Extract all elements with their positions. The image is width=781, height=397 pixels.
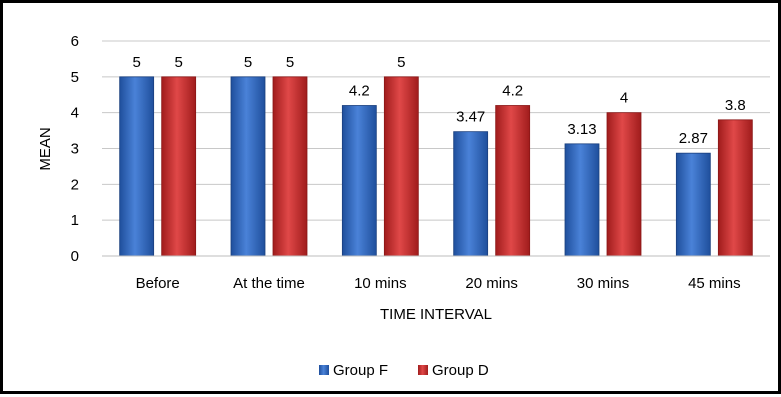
data-label-group-d: 5 [397, 54, 405, 71]
bar-chart: 0 1 2 3 4 5 6 5 5 5 5 4.2 5 3.47 4.2 3.13 4 2.87 3.8 Befo… [37, 33, 770, 379]
gridlines [102, 40, 770, 221]
data-label-group-f: 4.2 [349, 83, 370, 100]
y-axis-title: MEAN [37, 127, 54, 170]
data-label-group-d: 4.2 [502, 83, 523, 100]
bar-group-f [119, 76, 155, 257]
y-tick-label: 4 [71, 105, 79, 122]
data-labels: 5 5 5 5 4.2 5 3.47 4.2 3.13 4 2.87 3.8 [132, 54, 745, 147]
legend-label-group-d: Group D [432, 362, 489, 379]
bar-group-f [230, 76, 266, 257]
x-axis-categories: Before At the time 10 mins 20 mins 30 mins 45… [136, 275, 741, 292]
bar-group-d [717, 119, 753, 257]
x-axis-title: TIME INTERVAL [380, 306, 492, 323]
x-category-label: 10 mins [354, 275, 407, 292]
data-label-group-f: 3.13 [567, 121, 596, 138]
y-axis-ticks: 0 1 2 3 4 5 6 [71, 33, 79, 265]
legend-swatch-group-d [418, 365, 428, 375]
data-label-group-d: 5 [286, 54, 294, 71]
bar-group-d [272, 76, 308, 257]
x-category-label: At the time [233, 275, 305, 292]
y-tick-label: 1 [71, 212, 79, 229]
data-label-group-d: 4 [620, 90, 628, 107]
x-category-label: 30 mins [577, 275, 630, 292]
y-tick-label: 6 [71, 33, 79, 50]
legend: Group F Group D [319, 362, 489, 379]
bar-group-f [453, 131, 489, 257]
x-category-label: 45 mins [688, 275, 741, 292]
y-tick-label: 5 [71, 69, 79, 86]
x-category-label: 20 mins [465, 275, 518, 292]
data-label-group-f: 2.87 [679, 130, 708, 147]
y-tick-label: 2 [71, 176, 79, 193]
x-category-label: Before [136, 275, 180, 292]
data-label-group-d: 5 [174, 54, 182, 71]
bar-group-d [383, 76, 419, 257]
legend-label-group-f: Group F [333, 362, 388, 379]
data-label-group-f: 3.47 [456, 109, 485, 126]
data-label-group-f: 5 [244, 54, 252, 71]
bar-group-f [341, 105, 377, 257]
legend-swatch-group-f [319, 365, 329, 375]
bars [119, 76, 753, 257]
y-tick-label: 0 [71, 248, 79, 265]
bar-group-d [161, 76, 197, 257]
bar-group-f [675, 152, 711, 257]
data-label-group-d: 3.8 [725, 97, 746, 114]
bar-group-d [495, 105, 531, 257]
y-tick-label: 3 [71, 141, 79, 158]
data-label-group-f: 5 [132, 54, 140, 71]
bar-group-f [564, 143, 600, 257]
bar-group-d [606, 112, 642, 257]
